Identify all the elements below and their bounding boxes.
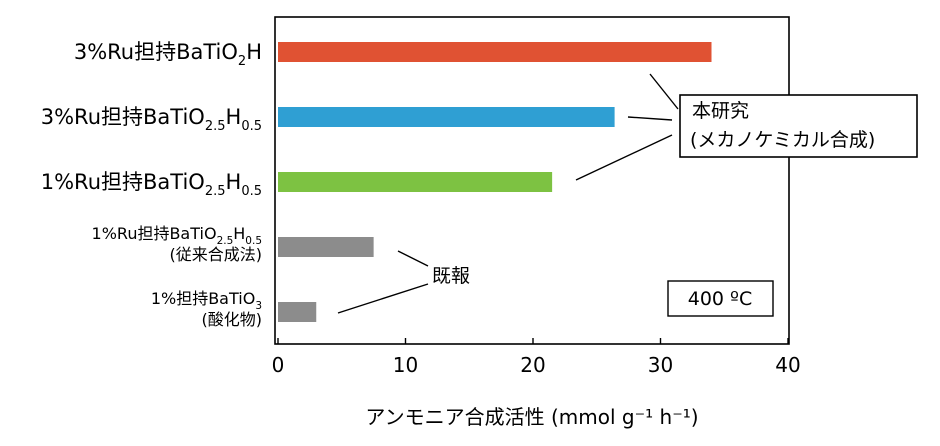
x-tick-label-2: 10 — [393, 353, 418, 377]
bar-5 — [278, 302, 317, 322]
category-note-4: (従来合成法) — [170, 245, 263, 264]
plot-frame — [274, 16, 790, 345]
this-study-label: 本研究 — [692, 100, 749, 122]
bar-1 — [278, 42, 712, 62]
category-label-1: 3%Ru担持BaTiO2H — [74, 40, 262, 69]
temperature-box — [667, 280, 774, 317]
pointer-line-4 — [397, 250, 429, 267]
category-label-5: 1%担持BaTiO3 — [151, 289, 262, 312]
this-study-method: (メカノケミカル合成) — [690, 129, 875, 151]
x-axis-label: アンモニア合成活性 (mmol g⁻¹ h⁻¹) — [365, 405, 698, 429]
x-tick-label-5: 40 — [775, 353, 800, 377]
bar-4 — [278, 237, 374, 257]
x-tick-label-3: 20 — [520, 353, 545, 377]
bar-2 — [278, 107, 615, 127]
this-study-box — [679, 94, 918, 158]
bar-3 — [278, 172, 553, 192]
category-note-5: (酸化物) — [202, 310, 263, 329]
x-tick-label-1: 0 — [272, 353, 285, 377]
x-tick-label-4: 30 — [648, 353, 673, 377]
category-label-2: 3%Ru担持BaTiO2.5H0.5 — [41, 105, 262, 134]
pointer-line-2 — [627, 116, 673, 121]
reported-label: 既報 — [432, 265, 470, 287]
temperature-label: 400 ºC — [688, 288, 753, 310]
pointer-line-3 — [575, 134, 673, 181]
category-label-4: 1%Ru担持BaTiO2.5H0.5 — [92, 224, 262, 247]
pointer-line-5 — [337, 283, 429, 314]
pointer-line-1 — [649, 73, 679, 110]
category-label-3: 1%Ru担持BaTiO2.5H0.5 — [41, 170, 262, 199]
